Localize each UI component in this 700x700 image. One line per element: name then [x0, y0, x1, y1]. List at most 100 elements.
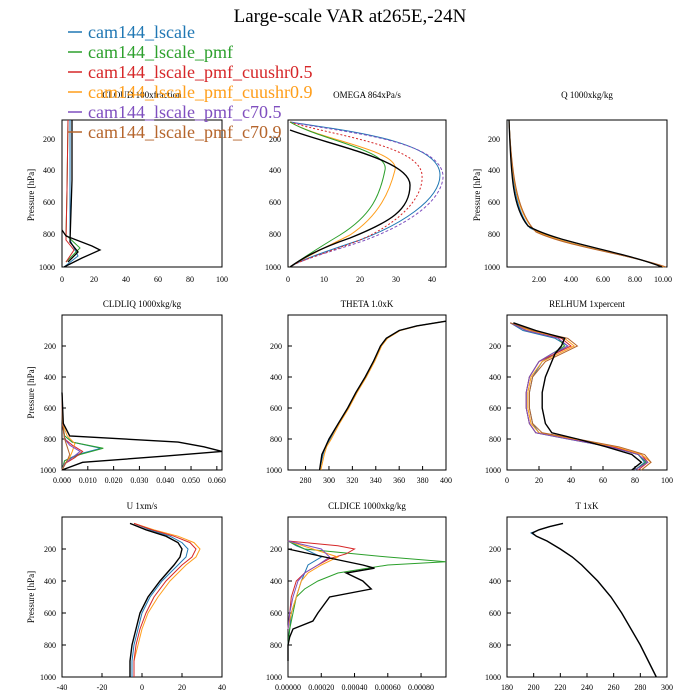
y-axis-label: Pressure [hPa] — [26, 366, 36, 418]
y-tick-label: 200 — [270, 545, 282, 554]
y-tick-label: 400 — [489, 577, 501, 586]
series-line-4 — [509, 322, 649, 471]
svg-text:8.00: 8.00 — [628, 275, 642, 284]
x-tick-label: 0.000 — [53, 476, 71, 485]
series-line-6 — [61, 392, 223, 471]
svg-text:40: 40 — [122, 275, 130, 284]
panel-title: RELHUM 1xpercent — [549, 299, 625, 309]
chart-panel-1: THETA 1.0xK 280 300 320 340 360 380 400 200 400 60… — [266, 299, 452, 485]
x-tick-label: 0 — [505, 476, 509, 485]
panel-cldtot: CLOUD 100xfraction 0 20 40 60 80 100 200… — [26, 90, 228, 284]
y-tick-label: 600 — [489, 609, 501, 618]
y-tick-label: 200 — [489, 342, 501, 351]
svg-text:100: 100 — [216, 275, 228, 284]
panel-omega: OMEGA 864xPa/s 0 10 20 30 40 200 400 600… — [265, 90, 447, 284]
y-tick-label: 200 — [44, 545, 56, 554]
x-tick-label: 320 — [346, 476, 358, 485]
panel-q-title: Q 1000xkg/kg — [561, 90, 613, 100]
x-tick-label: 0.010 — [79, 476, 97, 485]
y-tick-label: 1000 — [485, 673, 501, 682]
y-tick-label: 200 — [489, 545, 501, 554]
legend-label: cam144_lscale_pmf_c70.9 — [88, 122, 281, 142]
svg-text:800: 800 — [269, 230, 281, 239]
legend-label: cam144_lscale_pmf — [88, 42, 233, 62]
y-tick-label: 600 — [44, 609, 56, 618]
plot-frame — [506, 516, 668, 678]
x-tick-label: 0.00000 — [275, 683, 301, 692]
y-tick-label: 800 — [44, 641, 56, 650]
y-tick-label: 400 — [44, 373, 56, 382]
series-line-6 — [513, 322, 643, 471]
y-tick-label: 1000 — [40, 466, 56, 475]
y-tick-label: 1000 — [485, 466, 501, 475]
y-tick-label: 400 — [489, 373, 501, 382]
svg-text:800: 800 — [43, 230, 55, 239]
panel-title: T 1xK — [575, 501, 599, 511]
chart-panel-5: T 1xK 180 200 220 240 260 280 300 200 400 600 800 10… — [485, 501, 673, 692]
series-line-2 — [318, 320, 447, 471]
series-line-5 — [61, 392, 71, 471]
x-tick-label: 220 — [554, 683, 566, 692]
y-tick-label: 200 — [270, 342, 282, 351]
x-tick-label: 100 — [661, 476, 673, 485]
x-tick-label: 380 — [417, 476, 429, 485]
legend-label: cam144_lscale_pmf_cuushr0.9 — [88, 82, 312, 102]
chart-panel-3: U 1xm/s Pressure [hPa] -40 -20 0 20 40 200 400 60… — [26, 501, 226, 692]
x-tick-label: 0.060 — [208, 476, 226, 485]
y-tick-label: 600 — [489, 404, 501, 413]
svg-text:600: 600 — [269, 198, 281, 207]
x-tick-label: 200 — [528, 683, 540, 692]
svg-text:4.00: 4.00 — [564, 275, 578, 284]
y-tick-label: 1000 — [266, 673, 282, 682]
svg-text:400: 400 — [269, 166, 281, 175]
svg-text:40: 40 — [428, 275, 436, 284]
x-tick-label: 0.00080 — [408, 683, 434, 692]
x-tick-label: 280 — [634, 683, 646, 692]
panel-title: CLDICE 1000xkg/kg — [328, 501, 406, 511]
x-tick-label: -20 — [97, 683, 108, 692]
series-line-0 — [131, 522, 189, 677]
panel-omega-title: OMEGA 864xPa/s — [333, 90, 401, 100]
series-line-2 — [133, 522, 197, 677]
legend-label: cam144_lscale_pmf_c70.5 — [88, 102, 281, 122]
x-tick-label: 0.00020 — [308, 683, 334, 692]
svg-text:30: 30 — [392, 275, 400, 284]
series-line-1 — [530, 522, 657, 678]
x-tick-label: 300 — [323, 476, 335, 485]
x-tick-label: 0.00040 — [342, 683, 368, 692]
series-line-1 — [509, 322, 647, 471]
y-tick-label: 1000 — [266, 466, 282, 475]
y-tick-label: 600 — [270, 609, 282, 618]
series-line-4 — [287, 540, 331, 630]
x-tick-label: 180 — [501, 683, 513, 692]
svg-text:20: 20 — [90, 275, 98, 284]
series-line-2 — [287, 540, 356, 630]
series-line-1 — [133, 522, 201, 677]
x-tick-label: 240 — [581, 683, 593, 692]
svg-text:600: 600 — [43, 198, 55, 207]
svg-text:20: 20 — [356, 275, 364, 284]
y-axis-label: Pressure [hPa] — [26, 571, 36, 623]
x-tick-label: 260 — [608, 683, 620, 692]
series-line-5 — [510, 322, 652, 471]
svg-text:400: 400 — [488, 166, 500, 175]
x-tick-label: 20 — [178, 683, 186, 692]
y-tick-label: 800 — [489, 641, 501, 650]
x-tick-label: 340 — [370, 476, 382, 485]
svg-text:1000: 1000 — [39, 263, 55, 272]
svg-text:6.00: 6.00 — [596, 275, 610, 284]
svg-text:200: 200 — [269, 135, 281, 144]
svg-text:200: 200 — [488, 135, 500, 144]
series-line-4 — [61, 392, 81, 471]
x-tick-label: 0.020 — [105, 476, 123, 485]
y-tick-label: 800 — [44, 435, 56, 444]
svg-text:0: 0 — [60, 275, 64, 284]
x-tick-label: 400 — [440, 476, 452, 485]
svg-text:Pressure [hPa]: Pressure [hPa] — [26, 169, 36, 221]
y-tick-label: 600 — [270, 404, 282, 413]
x-tick-label: 60 — [599, 476, 607, 485]
x-tick-label: 40 — [218, 683, 226, 692]
legend-label: cam144_lscale — [88, 22, 195, 42]
series-line-1 — [287, 540, 447, 646]
